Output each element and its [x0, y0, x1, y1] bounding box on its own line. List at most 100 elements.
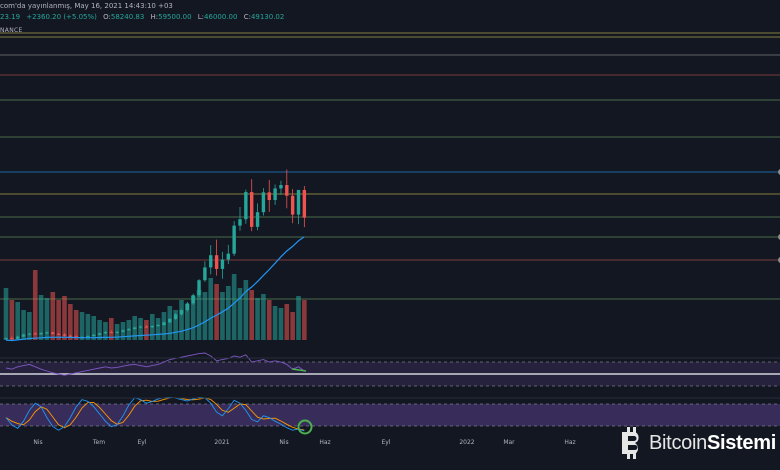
price-change: +2360.20 (+5.05%) — [26, 13, 97, 21]
volume-bar — [91, 316, 97, 340]
candle-body — [51, 332, 55, 334]
volume-bar — [278, 308, 284, 340]
close-label: C: — [243, 13, 251, 21]
volume-bar — [243, 280, 249, 340]
x-tick-label: Nis — [279, 439, 288, 446]
volume-bar — [85, 314, 91, 340]
candle-body — [74, 336, 78, 338]
volume-bar — [9, 300, 15, 340]
volume-bar — [296, 296, 301, 340]
volume-bar — [138, 318, 143, 340]
volume-bar — [38, 295, 44, 340]
open-label: O: — [103, 13, 111, 21]
candle-body — [285, 185, 289, 196]
candle-body — [179, 310, 184, 315]
candle-body — [39, 332, 43, 335]
stoch-band-fill — [0, 404, 780, 426]
volume-bar — [173, 310, 178, 340]
volume-bar — [261, 294, 266, 340]
x-tick-label: 2022 — [459, 439, 474, 446]
volume-bar — [185, 304, 190, 340]
volume-bar — [50, 292, 56, 340]
x-tick-label: Eyl — [381, 439, 390, 446]
x-tick-label: Mar — [503, 439, 515, 446]
volume-bar — [73, 310, 79, 340]
volume-bar — [97, 320, 102, 340]
candle-body — [273, 188, 277, 201]
candle-body — [10, 338, 14, 340]
candle-body — [156, 325, 160, 327]
volume-bar — [220, 292, 225, 340]
volume-bar — [231, 274, 237, 340]
candle-body — [197, 280, 201, 296]
volume-bar — [237, 288, 243, 340]
volume-bar — [155, 318, 161, 340]
candle-body — [27, 333, 32, 335]
candle-body — [16, 336, 20, 339]
candle-body — [4, 338, 8, 340]
candle-body — [250, 192, 254, 227]
volume-bar — [79, 312, 85, 340]
exchange-label: NANCE — [0, 27, 23, 34]
candle-body — [97, 333, 102, 335]
candle-body — [45, 332, 49, 334]
low-value: 46000.00 — [204, 13, 238, 21]
candle-body — [162, 322, 166, 326]
volume-bar — [15, 302, 20, 340]
candle-body — [261, 192, 266, 213]
candle-body — [226, 253, 230, 260]
volume-bar — [56, 300, 61, 340]
volume-bar — [214, 284, 219, 340]
low-label: L: — [197, 13, 205, 21]
volume-bars — [3, 270, 307, 340]
volume-bar — [161, 312, 167, 340]
candle-body — [302, 189, 307, 218]
candle-body — [185, 303, 190, 311]
candle-body — [150, 325, 154, 328]
stoch-rsi-pane — [0, 357, 780, 435]
volume-bar — [144, 320, 149, 340]
candle-body — [290, 195, 295, 215]
x-tick-label: Nis — [33, 439, 42, 446]
quote-line: 23.19 +2360.20 (+5.05%) O:58240.83 H:595… — [0, 11, 288, 23]
candle-body — [68, 335, 73, 337]
horizontal-levels — [0, 32, 780, 300]
volume-bar — [290, 312, 295, 340]
volume-bar — [302, 300, 307, 340]
volume-bar — [208, 278, 214, 340]
candle-body — [214, 255, 219, 269]
volume-bar — [202, 292, 208, 340]
candle-body — [62, 334, 67, 336]
candle-body — [56, 333, 61, 335]
high-label: H: — [150, 13, 159, 21]
candle-body — [209, 255, 213, 268]
volume-bar — [190, 296, 196, 340]
bitcoin-b-icon — [622, 427, 639, 459]
candle-body — [267, 192, 271, 201]
candle-body — [168, 318, 172, 323]
volume-bar — [249, 290, 254, 340]
x-tick-label: Eyl — [137, 439, 146, 446]
volume-bar — [103, 322, 108, 340]
candle-body — [33, 333, 37, 335]
volume-bar — [109, 318, 114, 340]
candle-body — [103, 332, 108, 334]
volume-bar — [272, 306, 278, 340]
candle-body — [127, 329, 131, 331]
volume-bar — [196, 290, 202, 340]
volume-bar — [255, 298, 260, 340]
volume-bar — [62, 296, 67, 340]
candle-body — [173, 314, 178, 319]
candle-body — [232, 225, 236, 254]
brand-name-light: Bitcoin — [649, 431, 707, 454]
close-value: 49130.02 — [250, 13, 285, 21]
volume-bar — [27, 312, 32, 340]
stoch-d-line — [5, 397, 305, 431]
volume-bar — [266, 300, 272, 340]
brand-logo: BitcoinSistemi — [618, 423, 778, 463]
candle-body — [133, 327, 137, 330]
candle-body — [144, 326, 149, 328]
candlesticks — [4, 169, 307, 340]
